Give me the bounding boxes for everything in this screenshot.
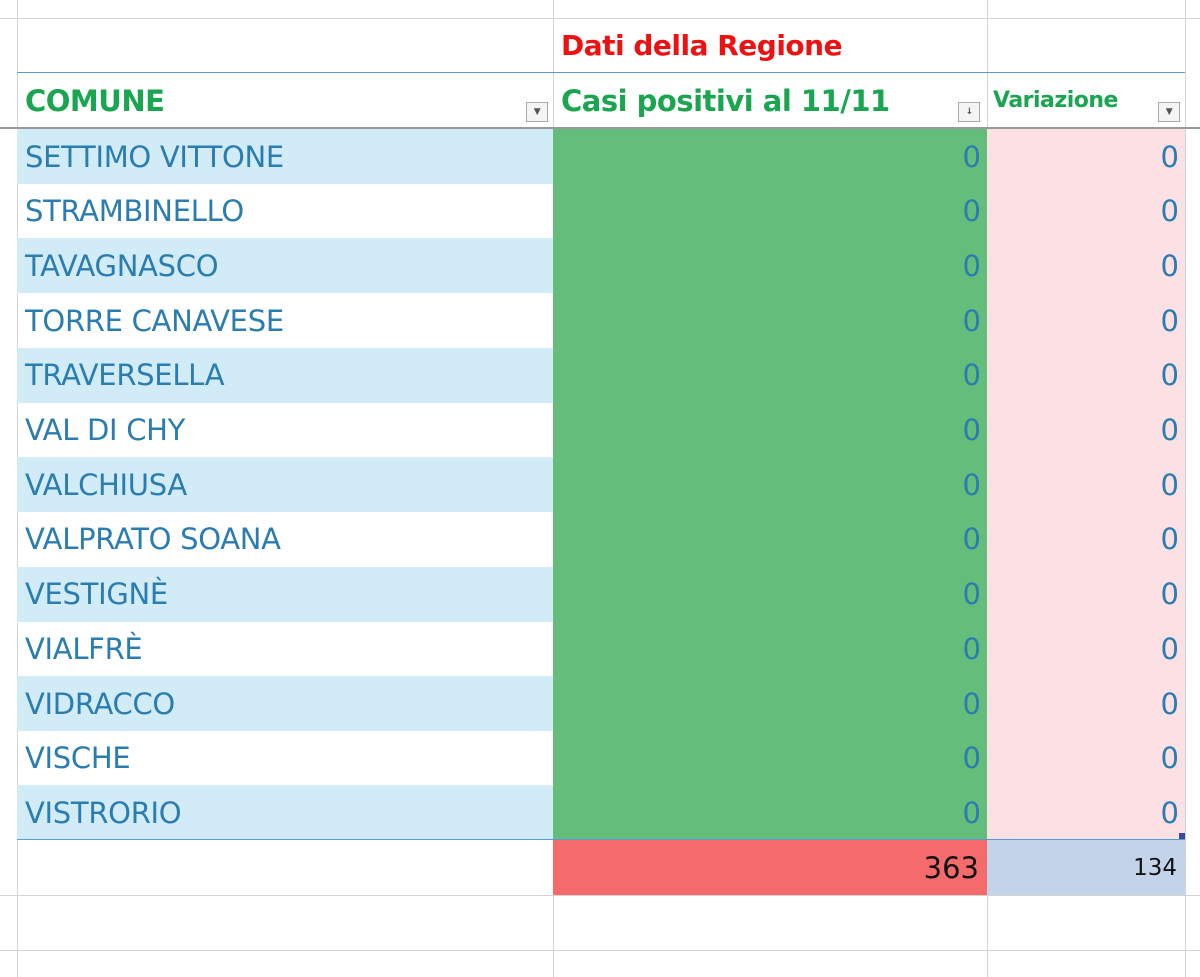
- comune-cell[interactable]: TORRE CANAVESE: [25, 303, 284, 338]
- comune-cell[interactable]: TRAVERSELLA: [17, 347, 553, 403]
- variazione-cell[interactable]: 0: [987, 183, 1185, 239]
- comune-cell[interactable]: VESTIGNÈ: [17, 566, 553, 622]
- casi-positivi-cell[interactable]: 0: [553, 566, 987, 622]
- comune-cell[interactable]: VISTRORIO: [17, 785, 553, 841]
- comune-cell[interactable]: TAVAGNASCO: [17, 238, 553, 294]
- sort-descending-filter-icon[interactable]: ↓: [958, 102, 980, 122]
- comune-cell[interactable]: VIALFRÈ: [25, 631, 143, 666]
- comune-cell[interactable]: SETTIMO VITTONE: [17, 129, 553, 184]
- casi-positivi-cell[interactable]: 0: [553, 730, 987, 786]
- casi-positivi-cell[interactable]: 0: [553, 402, 987, 458]
- filter-dropdown-icon[interactable]: ▼: [526, 102, 548, 122]
- header-variazione-label: Variazione: [993, 88, 1118, 113]
- header-casi-positivi[interactable]: Casi positivi al 11/11 ↓: [553, 73, 987, 128]
- fill-handle[interactable]: [1179, 833, 1185, 839]
- header-variazione[interactable]: Variazione ▼: [987, 73, 1185, 128]
- variazione-cell[interactable]: 0: [987, 402, 1185, 458]
- variazione-cell[interactable]: 0: [987, 129, 1185, 184]
- variazione-cell[interactable]: 0: [987, 621, 1185, 677]
- casi-positivi-cell[interactable]: 0: [553, 293, 987, 349]
- variazione-cell[interactable]: 0: [987, 347, 1185, 403]
- variazione-cell[interactable]: 0: [987, 676, 1185, 731]
- variazione-cell[interactable]: 0: [987, 730, 1185, 786]
- casi-positivi-cell[interactable]: 0: [553, 676, 987, 731]
- comune-cell[interactable]: VAL DI CHY: [25, 413, 186, 447]
- header-comune[interactable]: COMUNE ▼: [17, 73, 553, 128]
- header-comune-label: COMUNE: [25, 83, 165, 118]
- region-data-title[interactable]: Dati della Regione: [561, 29, 843, 62]
- comune-cell[interactable]: VISCHE: [25, 741, 131, 776]
- casi-positivi-cell[interactable]: 0: [553, 457, 987, 513]
- casi-positivi-cell[interactable]: 0: [553, 621, 987, 677]
- variazione-cell[interactable]: 0: [987, 511, 1185, 567]
- total-variazione-cell[interactable]: 134: [987, 840, 1185, 895]
- variazione-cell[interactable]: 0: [987, 566, 1185, 622]
- comune-cell[interactable]: STRAMBINELLO: [25, 194, 244, 229]
- variazione-cell[interactable]: 0: [987, 238, 1185, 294]
- casi-positivi-cell[interactable]: 0: [553, 129, 987, 184]
- comune-cell[interactable]: VALPRATO SOANA: [25, 522, 281, 557]
- casi-positivi-cell[interactable]: 0: [553, 785, 987, 841]
- filter-dropdown-icon[interactable]: ▼: [1158, 102, 1180, 122]
- casi-positivi-cell[interactable]: 0: [553, 511, 987, 567]
- variazione-cell[interactable]: 0: [987, 293, 1185, 349]
- variazione-cell[interactable]: 0: [987, 785, 1185, 841]
- comune-cell[interactable]: VIDRACCO: [17, 676, 553, 731]
- casi-positivi-cell[interactable]: 0: [553, 183, 987, 239]
- comune-cell[interactable]: VALCHIUSA: [17, 457, 553, 513]
- total-casi-cell[interactable]: 363: [553, 840, 987, 895]
- header-casi-label: Casi positivi al 11/11: [561, 83, 890, 118]
- variazione-cell[interactable]: 0: [987, 457, 1185, 513]
- casi-positivi-cell[interactable]: 0: [553, 347, 987, 403]
- casi-positivi-cell[interactable]: 0: [553, 238, 987, 294]
